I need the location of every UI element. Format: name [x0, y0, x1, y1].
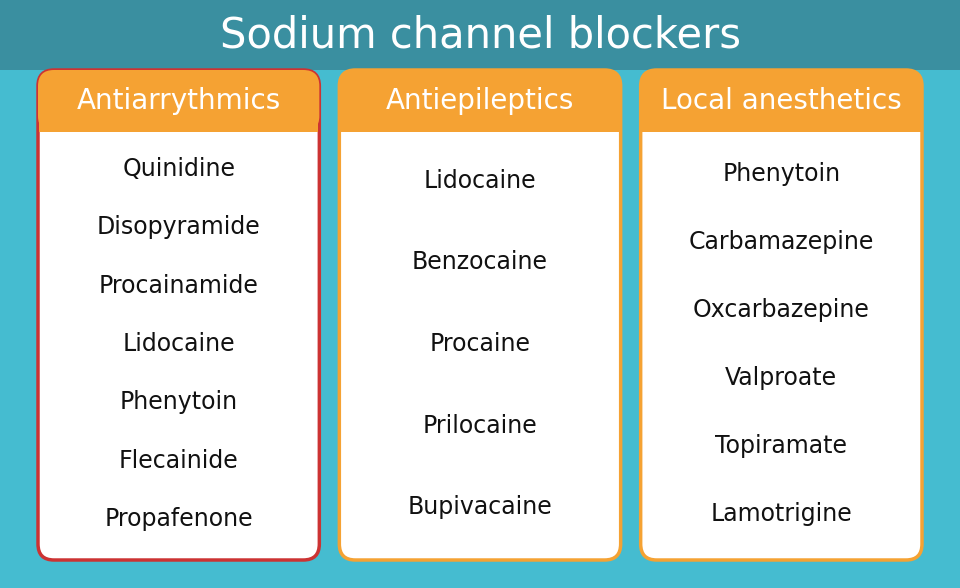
Text: Benzocaine: Benzocaine	[412, 250, 548, 275]
Text: Lidocaine: Lidocaine	[423, 169, 537, 193]
Text: Propafenone: Propafenone	[105, 507, 253, 531]
Text: Bupivacaine: Bupivacaine	[408, 495, 552, 519]
Text: Disopyramide: Disopyramide	[97, 215, 260, 239]
FancyBboxPatch shape	[339, 70, 621, 560]
Text: Flecainide: Flecainide	[119, 449, 238, 473]
Text: Carbamazepine: Carbamazepine	[688, 230, 874, 254]
Text: Lidocaine: Lidocaine	[122, 332, 235, 356]
Bar	[641, 98, 921, 132]
FancyBboxPatch shape	[38, 70, 320, 560]
FancyBboxPatch shape	[339, 70, 621, 132]
FancyBboxPatch shape	[38, 70, 320, 132]
Text: Lamotrigine: Lamotrigine	[710, 502, 852, 526]
Text: Antiepileptics: Antiepileptics	[386, 87, 574, 115]
FancyBboxPatch shape	[640, 70, 922, 132]
Text: Prilocaine: Prilocaine	[422, 413, 538, 437]
Text: Procainamide: Procainamide	[99, 274, 258, 298]
Text: Antiarrythmics: Antiarrythmics	[77, 87, 280, 115]
Text: Phenytoin: Phenytoin	[722, 162, 840, 186]
Text: Sodium channel blockers: Sodium channel blockers	[220, 14, 740, 56]
Text: Valproate: Valproate	[725, 366, 837, 390]
Text: Topiramate: Topiramate	[715, 434, 848, 458]
Text: Oxcarbazepine: Oxcarbazepine	[693, 298, 870, 322]
Text: Quinidine: Quinidine	[122, 157, 235, 181]
FancyBboxPatch shape	[640, 70, 922, 560]
Bar	[341, 98, 619, 132]
Text: Phenytoin: Phenytoin	[120, 390, 238, 415]
Bar	[0, 0, 960, 70]
Bar	[39, 98, 319, 132]
Text: Procaine: Procaine	[429, 332, 531, 356]
Text: Local anesthetics: Local anesthetics	[660, 87, 901, 115]
